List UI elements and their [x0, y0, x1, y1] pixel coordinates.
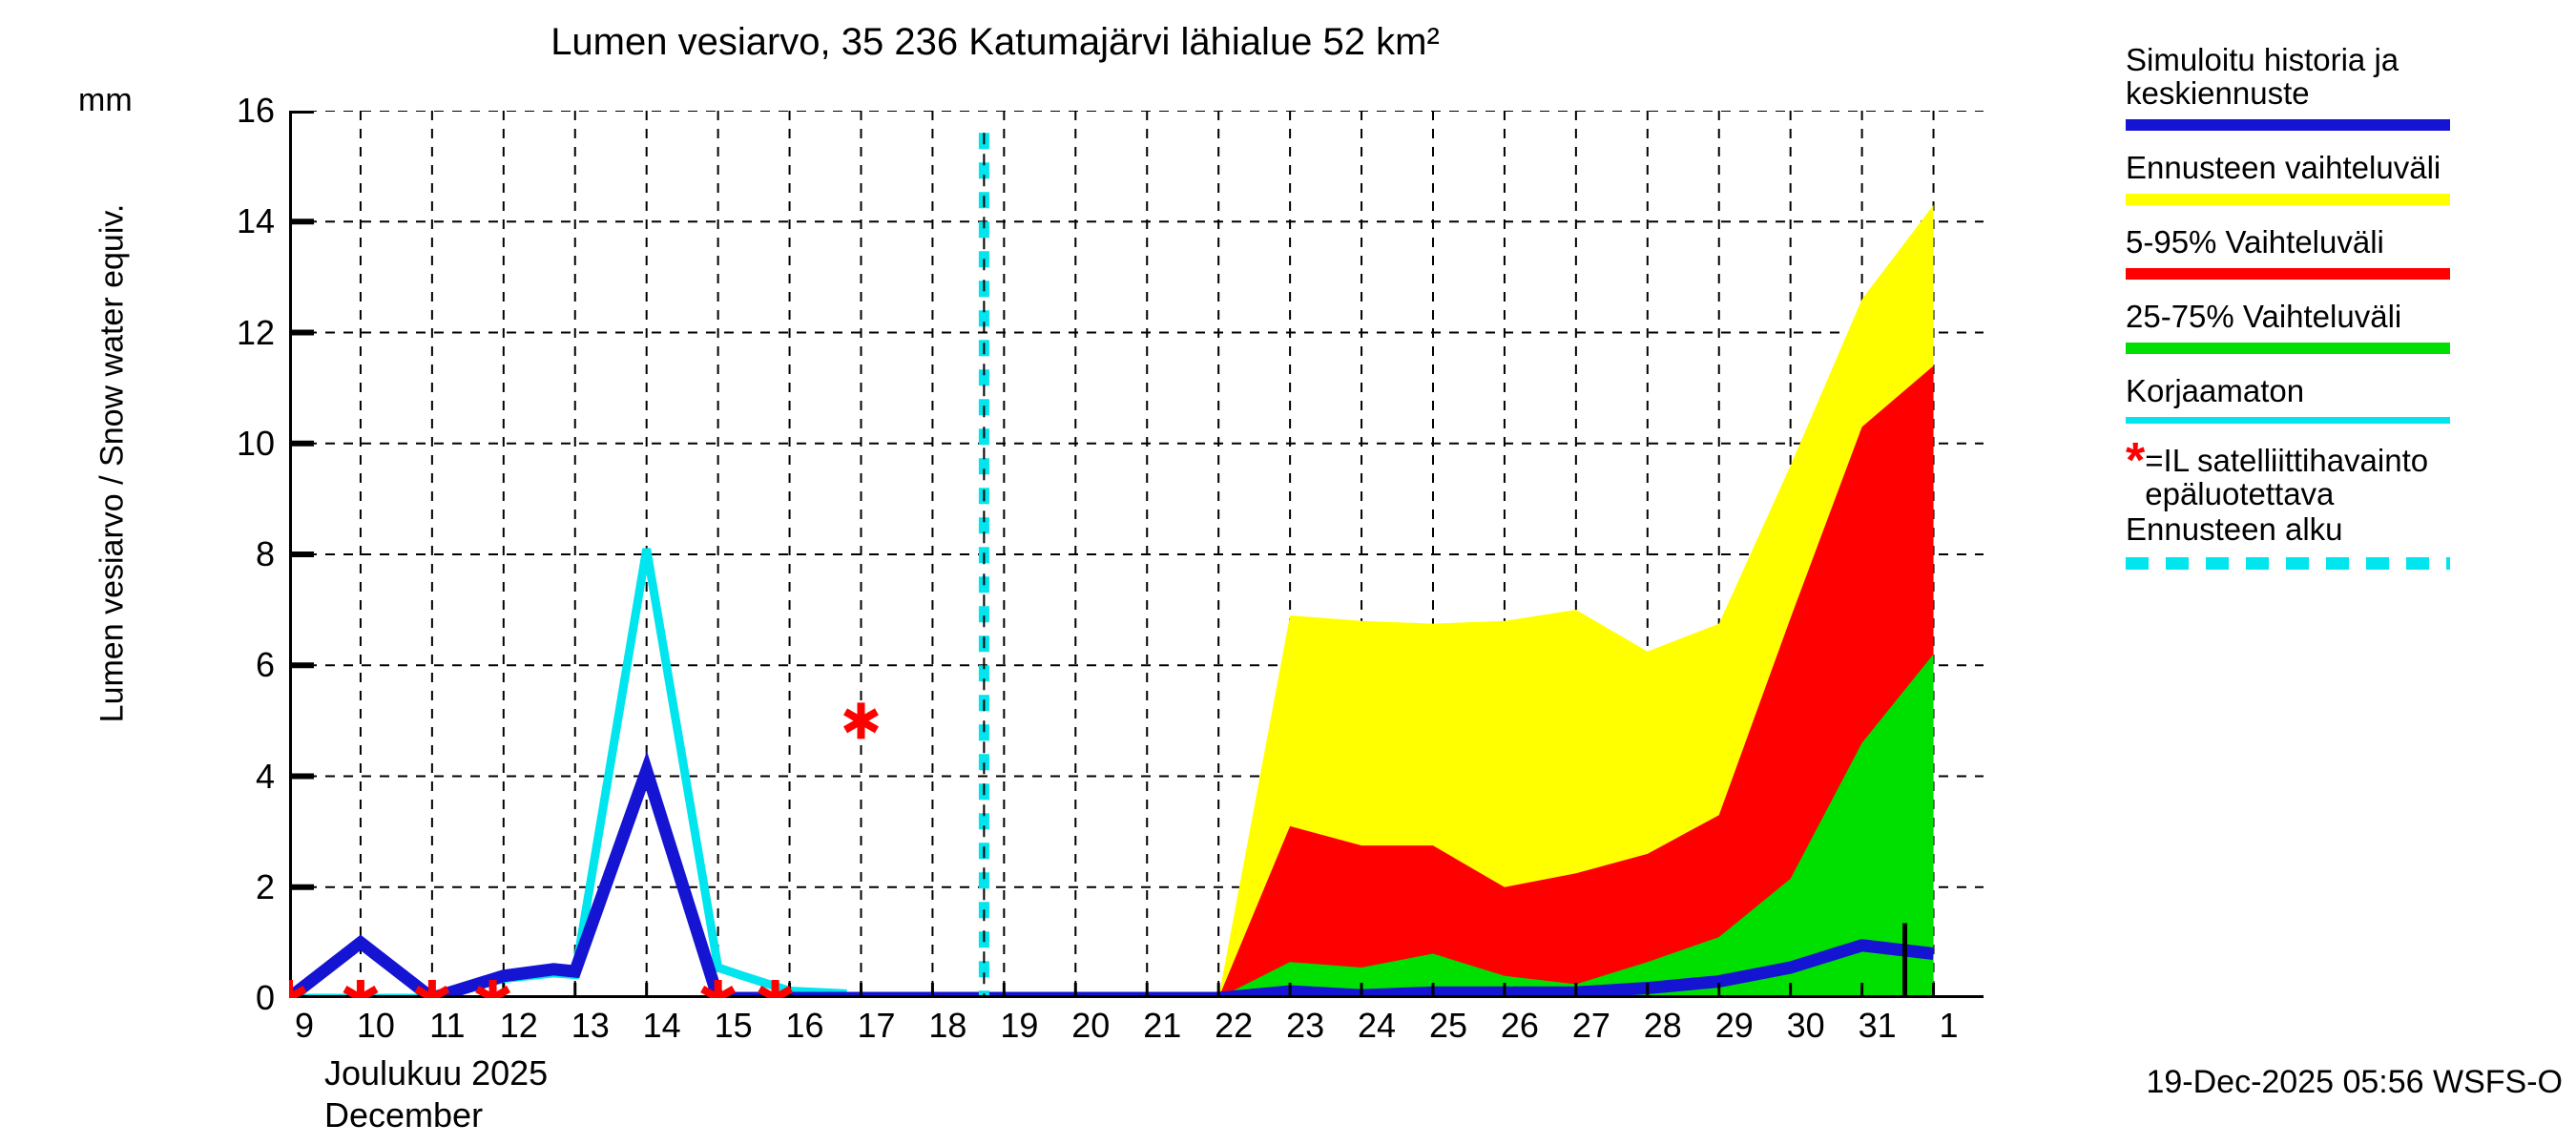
plot-area [289, 111, 1984, 998]
chart-legend: Simuloitu historia ja keskiennuste Ennust… [2126, 42, 2574, 572]
legend-item: * =IL satelliittihavainto epäluotettava [2126, 432, 2574, 511]
x-tick-label: 16 [785, 1006, 824, 1045]
satellite-observation-marker [289, 980, 307, 998]
legend-label: 25-75% Vaihteluväli [2126, 298, 2402, 334]
y-tick-label: 8 [255, 534, 275, 573]
legend-label: Ennusteen alku [2126, 510, 2343, 547]
x-tick-label: 25 [1428, 1006, 1468, 1045]
legend-label: Korjaamaton [2126, 372, 2305, 408]
x-tick-label: 21 [1143, 1006, 1182, 1045]
marker-stroke [414, 986, 440, 998]
x-tick-label: 27 [1571, 1006, 1610, 1045]
y-tick-label: 0 [255, 978, 275, 1017]
marker-stroke [289, 986, 307, 998]
legend-label: 5-95% Vaihteluväli [2126, 223, 2384, 260]
x-tick-label: 13 [571, 1006, 610, 1045]
marker-stroke [485, 986, 511, 998]
marker-stroke [343, 986, 368, 998]
marker-stroke [710, 986, 737, 998]
x-tick-label: 14 [642, 1006, 681, 1045]
month-label-en: December [324, 1095, 484, 1135]
x-tick-label: 26 [1500, 1006, 1539, 1045]
x-tick-label: 31 [1858, 1006, 1897, 1045]
band-25-75-vaihteluv-li [1218, 654, 1934, 998]
chart-canvas [289, 111, 1984, 998]
legend-item: Korjaamaton [2126, 372, 2574, 424]
legend-item: 25-75% Vaihteluväli [2126, 298, 2574, 354]
band-5-95-vaihteluv-li [1218, 365, 1934, 998]
x-tick-label: 12 [499, 1006, 538, 1045]
satellite-observation-marker [700, 980, 737, 998]
y-tick-label: 2 [255, 866, 275, 906]
legend-swatch [2126, 267, 2450, 280]
y-axis-tick-labels: 0 2 4 6 8 10 12 14 16 [198, 91, 275, 1017]
x-tick-label: 20 [1071, 1006, 1111, 1045]
marker-stroke [352, 986, 379, 998]
satellite-observation-marker [758, 980, 794, 998]
timestamp-footer: 19-Dec-2025 05:56 WSFS-O [2146, 1064, 2563, 1100]
x-tick-label: 24 [1358, 1006, 1397, 1045]
y-tick-label: 10 [236, 423, 275, 463]
x-tick-label: 11 [429, 1006, 466, 1045]
legend-swatch [2126, 342, 2450, 354]
satellite-observation-marker [475, 980, 511, 998]
legend-item: 5-95% Vaihteluväli [2126, 223, 2574, 280]
y-tick-label: 4 [255, 756, 275, 796]
month-label-fi: Joulukuu 2025 [324, 1053, 549, 1093]
y-tick-label: 12 [236, 312, 275, 352]
x-tick-label: 1 [1939, 1006, 1959, 1045]
satellite-asterisk-icon: * [2126, 432, 2146, 489]
marker-stroke [700, 986, 726, 998]
legend-label: =IL satelliittihavainto epäluotettava [2145, 442, 2429, 511]
series-korjaamaton [289, 548, 847, 998]
legend-label: Simuloitu historia ja keskiennuste [2126, 42, 2399, 111]
legend-swatch-dashed [2126, 556, 2450, 570]
satellite-observation-marker [343, 980, 379, 998]
marker-stroke [475, 986, 501, 998]
satellite-observation-marker [414, 980, 450, 998]
series-simuloitu-historia-ja-keskiennuste [289, 751, 1935, 998]
legend-swatch [2126, 118, 2450, 131]
chart-title: Lumen vesiarvo, 35 236 Katumajärvi lähia… [551, 21, 1440, 63]
y-tick-label: 6 [255, 645, 275, 685]
legend-item: Simuloitu historia ja keskiennuste [2126, 42, 2574, 131]
x-tick-label: 10 [356, 1006, 395, 1045]
marker-stroke [843, 708, 879, 734]
x-tick-label: 29 [1714, 1006, 1754, 1045]
legend-label: Ennusteen vaihteluväli [2126, 149, 2441, 185]
marker-stroke [767, 986, 794, 998]
satellite-observation-marker [843, 702, 879, 739]
y-tick-label: 14 [236, 201, 275, 241]
legend-swatch [2126, 193, 2450, 205]
marker-stroke [424, 986, 450, 998]
x-tick-label: 30 [1786, 1006, 1825, 1045]
y-axis-unit: mm [78, 82, 133, 118]
x-axis-tick-labels: 9 10 11 12 13 14 15 16 17 18 19 20 21 22 23 24 25 26 27 28 2… [289, 1006, 2102, 1050]
x-tick-label: 17 [857, 1006, 896, 1045]
x-tick-label: 18 [928, 1006, 967, 1045]
legend-item: Ennusteen vaihteluväli [2126, 149, 2574, 205]
x-tick-label: 22 [1215, 1006, 1254, 1045]
y-axis-label: Lumen vesiarvo / Snow water equiv. [93, 203, 131, 723]
x-tick-label: 9 [294, 1006, 315, 1045]
y-tick-label: 16 [236, 91, 275, 130]
legend-swatch [2126, 416, 2450, 424]
legend-item: Ennusteen alku [2126, 510, 2574, 570]
x-tick-label: 28 [1643, 1006, 1682, 1045]
marker-stroke [758, 986, 783, 998]
x-tick-label: 15 [714, 1006, 753, 1045]
x-tick-label: 23 [1286, 1006, 1325, 1045]
x-tick-label: 19 [1000, 1006, 1039, 1045]
